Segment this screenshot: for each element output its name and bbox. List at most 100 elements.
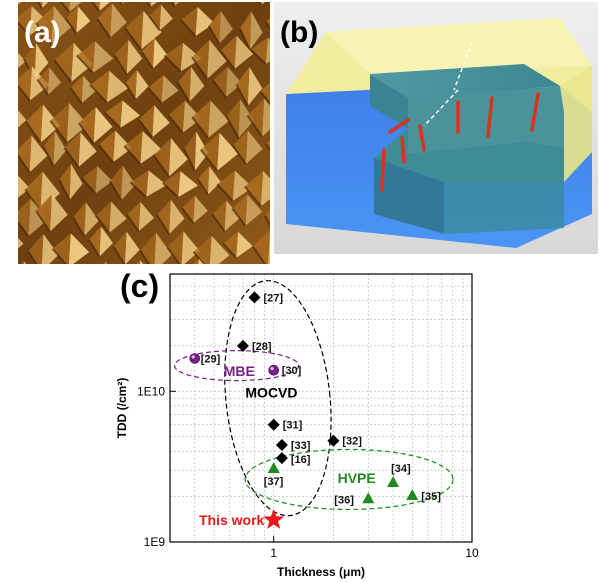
afm-facet-light [106, 70, 129, 103]
afm-facet-mid [109, 165, 123, 201]
afm-facet-shadow [18, 84, 31, 102]
point-label: [33] [291, 440, 311, 452]
afm-facet-light [161, 75, 179, 103]
afm-facet-mid [25, 171, 43, 212]
afm-facet-light [174, 2, 180, 6]
afm-facet-mid [90, 70, 110, 103]
afm-facet-shadow [113, 54, 128, 75]
afm-facet-mid [78, 106, 96, 144]
afm-facet-light [18, 237, 24, 249]
afm-facet-light [169, 199, 185, 235]
afm-facet-light [182, 100, 202, 133]
afm-facet-shadow [211, 213, 226, 232]
afm-facet-light [154, 232, 172, 264]
afm-facet-shadow [53, 59, 73, 83]
afm-facet-mid [236, 66, 250, 106]
afm-facet-shadow [18, 220, 30, 237]
group-label-mocvd: MOCVD [245, 384, 297, 400]
point-label: [31] [283, 420, 303, 432]
mbe-point-highlight [191, 355, 195, 359]
dislocation-lines [380, 92, 540, 192]
film-layer-top [326, 18, 592, 74]
plot-frame [169, 273, 473, 543]
afm-facet-mid [252, 229, 270, 264]
afm-facet-shadow [109, 180, 123, 201]
afm-facet-shadow [36, 79, 49, 96]
point-label: [34] [391, 463, 411, 475]
afm-facet-light [209, 235, 230, 264]
afm-facet-mid [167, 231, 184, 264]
x-tick-label: 1 [270, 546, 277, 560]
afm-facet-shadow [64, 17, 78, 34]
mocvd-point [275, 452, 288, 465]
afm-facet-light [195, 6, 215, 37]
afm-facet-shadow [76, 54, 94, 74]
afm-facet-shadow [181, 207, 195, 224]
afm-facet-shadow [191, 56, 208, 80]
afm-facet-mid [95, 201, 112, 233]
afm-facet-shadow [112, 246, 126, 264]
afm-facet-shadow [183, 148, 196, 172]
afm-facet-light [18, 110, 27, 128]
afm-facet-shadow [265, 143, 270, 152]
afm-facet-mid [193, 258, 199, 264]
afm-facet-mid [212, 200, 227, 232]
afm-facet-mid [43, 131, 55, 166]
afm-facet-mid [244, 170, 264, 207]
afm-facet-light [135, 70, 149, 100]
afm-facet-mid [52, 233, 71, 264]
chart-marks: [29] [30] [27] [28] [31] [33] [32] [16] [37] [34]… [189, 291, 441, 529]
y-tick-label: 1E10 [137, 384, 165, 398]
afm-facet-shadow [207, 25, 221, 45]
afm-facet-shadow [148, 15, 161, 32]
afm-facet-light [152, 105, 170, 138]
x-axis-label: Thickness (μm) [277, 565, 365, 579]
mocvd-point [327, 434, 340, 447]
afm-facet-mid [36, 194, 52, 232]
afm-facet-light [208, 100, 229, 138]
afm-facet-mid [18, 135, 32, 173]
mbe-point [189, 353, 201, 364]
hvpe-point [267, 461, 280, 473]
afm-facet-shadow [95, 215, 111, 234]
afm-facet-shadow [249, 48, 267, 65]
afm-facet-mid [18, 198, 31, 237]
afm-facet-mid [208, 10, 221, 44]
afm-facet-light [113, 130, 132, 163]
afm-facet-shadow [88, 239, 101, 258]
panel-label-c: (c) [120, 268, 160, 304]
afm-facet-mid [70, 75, 84, 104]
afm-facet-light [150, 2, 158, 7]
afm-facet-shadow [163, 54, 182, 73]
afm-facet-mid [76, 41, 96, 73]
chart-group-ellipses [173, 280, 454, 517]
afm-facet-mid [177, 66, 192, 102]
afm-facet-light [225, 66, 243, 98]
hvpe-point [406, 489, 419, 501]
schematic-panel: (b) [274, 2, 598, 254]
afm-facet-light [18, 2, 22, 5]
chart-ticks: 1 10 1E9 1E10 [137, 384, 479, 560]
afm-facet-mid [184, 131, 197, 171]
afm-facet-mid [162, 171, 181, 198]
afm-facet-light [121, 2, 125, 5]
afm-facet-shadow [69, 87, 83, 104]
afm-facet-light [18, 175, 30, 198]
afm-facet-shadow [63, 147, 80, 168]
afm-facet-light [139, 260, 144, 264]
afm-facet-shadow [145, 2, 152, 8]
afm-facet-mid [148, 75, 164, 103]
afm-facet-shadow [91, 2, 101, 12]
afm-facet-mid [104, 100, 123, 128]
afm-facet-mid [54, 42, 74, 82]
afm-facet-shadow [199, 149, 218, 172]
afm-facet-mid [182, 195, 195, 224]
afm-facet-light [105, 260, 108, 264]
afm-facet-mid [73, 202, 86, 237]
afm-facet-shadow [35, 22, 53, 45]
afm-facet-light [236, 231, 253, 258]
mocvd-point [236, 339, 249, 352]
afm-facet-light [178, 171, 198, 198]
afm-facet-shadow [170, 2, 176, 7]
